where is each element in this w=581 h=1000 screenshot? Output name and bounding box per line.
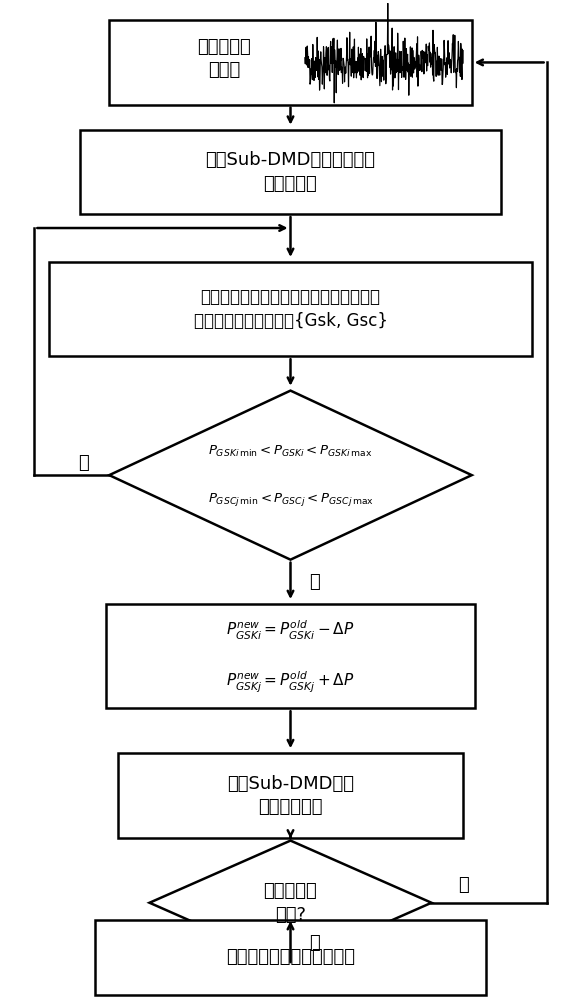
- FancyBboxPatch shape: [49, 262, 532, 356]
- FancyBboxPatch shape: [80, 130, 501, 214]
- FancyBboxPatch shape: [118, 753, 463, 838]
- Text: 阻尼比满足
要求?: 阻尼比满足 要求?: [264, 882, 317, 924]
- FancyBboxPatch shape: [109, 20, 472, 105]
- Text: $P_{GSKj}^{new} = P_{GSKj}^{old} + \Delta P$: $P_{GSKj}^{new} = P_{GSKj}^{old} + \Delt…: [227, 669, 354, 695]
- Polygon shape: [109, 391, 472, 560]
- Polygon shape: [149, 841, 432, 965]
- FancyBboxPatch shape: [95, 920, 486, 995]
- FancyBboxPatch shape: [106, 604, 475, 708]
- Text: $P_{GSCj\,\mathrm{min}} < P_{GSCj} < P_{GSCj\,\mathrm{max}}$: $P_{GSCj\,\mathrm{min}} < P_{GSCj} < P_{…: [207, 491, 374, 508]
- Text: 依据模态振型及区间断面潮流，确定送端
和受端发电机再调度对{Gsk, Gsc}: 依据模态振型及区间断面潮流，确定送端 和受端发电机再调度对{Gsk, Gsc}: [193, 288, 388, 330]
- Text: 输出发电机有功再调度策略: 输出发电机有功再调度策略: [226, 948, 355, 966]
- Text: 否: 否: [78, 454, 89, 472]
- Text: 利用Sub-DMD评估
系统阻尼水平: 利用Sub-DMD评估 系统阻尼水平: [227, 775, 354, 816]
- Text: $P_{GSKi}^{new} = P_{GSKi}^{old} - \Delta P$: $P_{GSKi}^{new} = P_{GSKi}^{old} - \Delt…: [227, 619, 354, 642]
- Text: 广域量测随
机响应: 广域量测随 机响应: [198, 38, 251, 79]
- Text: 是: 是: [309, 934, 320, 952]
- Text: 利用Sub-DMD提取模态振型
及参与因子: 利用Sub-DMD提取模态振型 及参与因子: [206, 151, 375, 193]
- Text: $P_{GSKi\,\mathrm{min}} < P_{GSKi} < P_{GSKi\,\mathrm{max}}$: $P_{GSKi\,\mathrm{min}} < P_{GSKi} < P_{…: [208, 444, 373, 459]
- Text: 是: 是: [309, 573, 320, 591]
- Text: 否: 否: [458, 876, 468, 894]
